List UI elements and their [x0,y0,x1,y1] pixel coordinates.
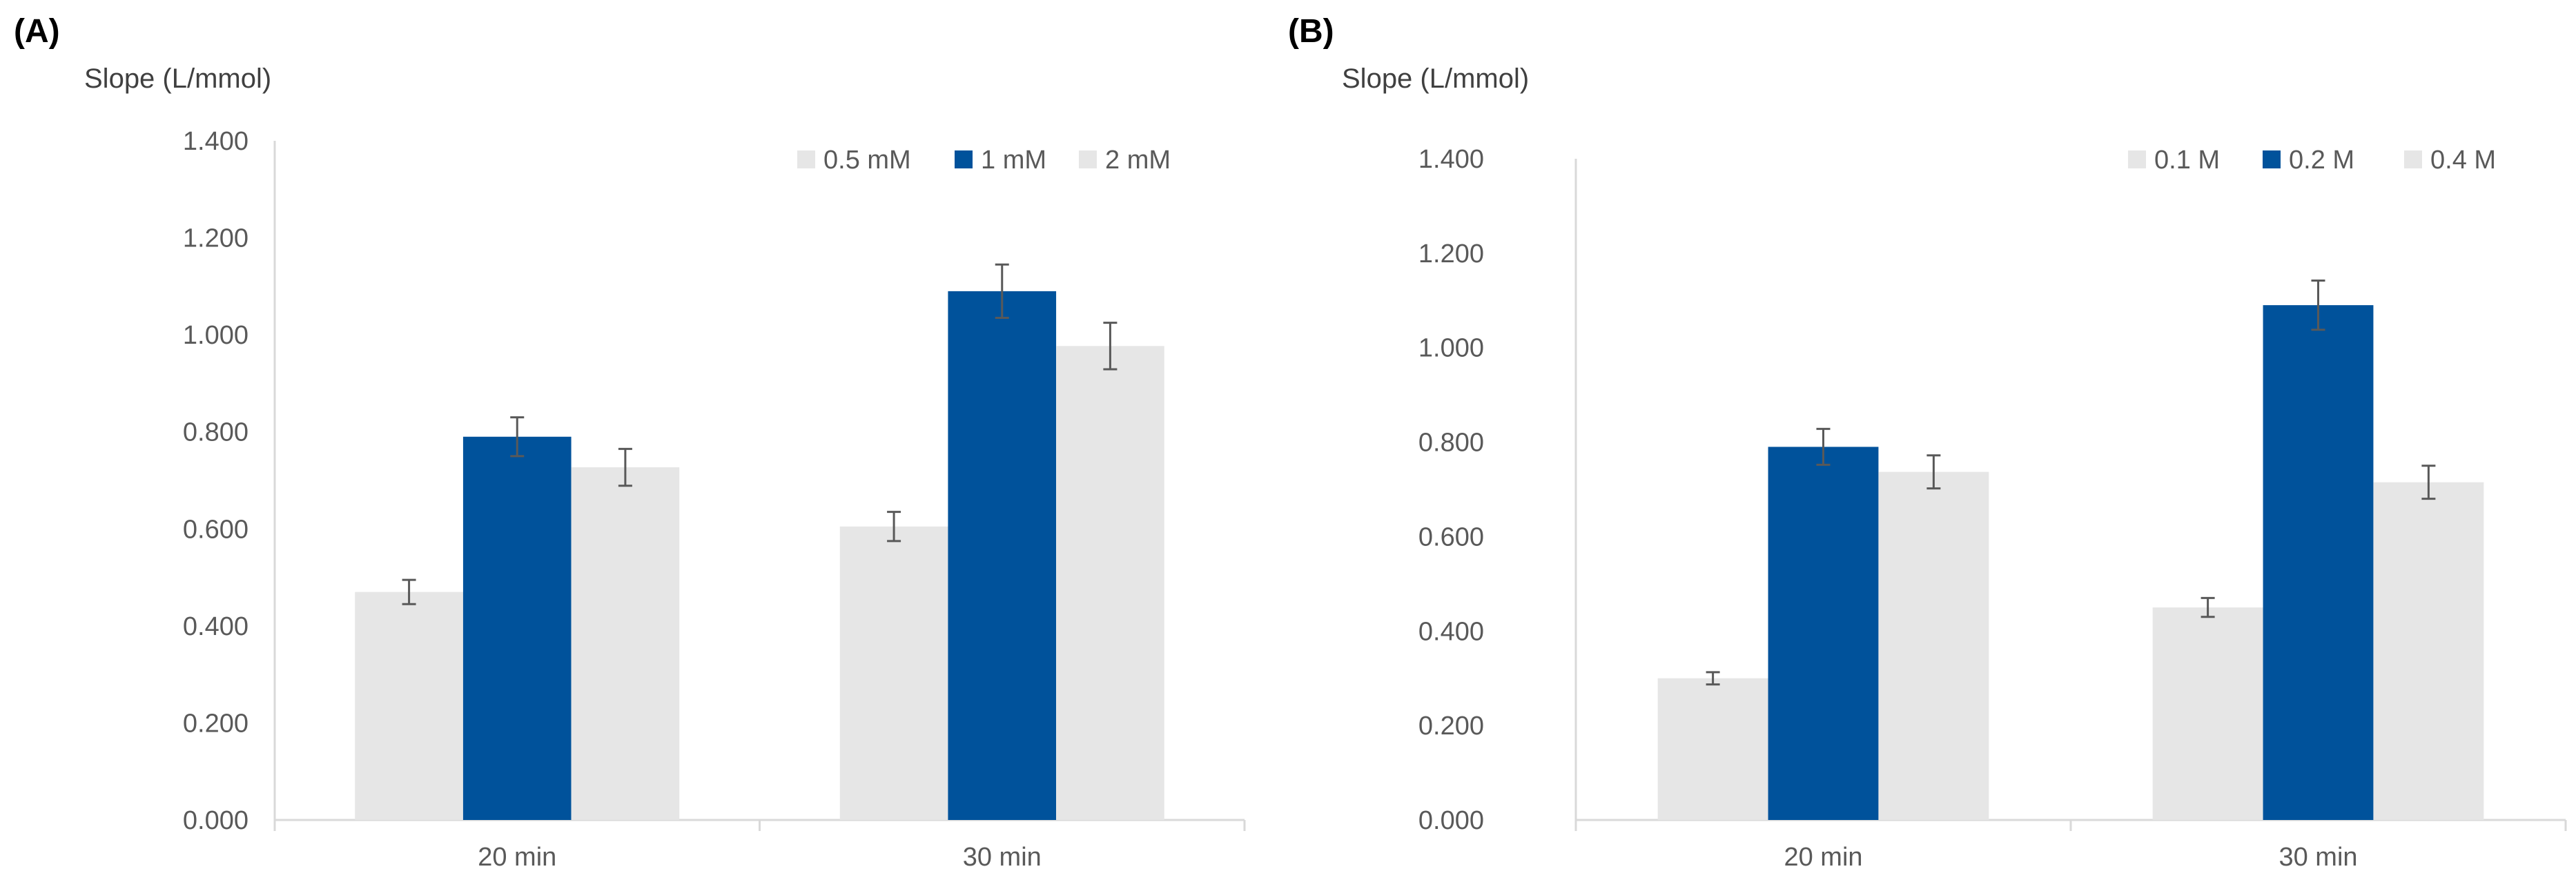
y-tick-label: 1.400 [1418,145,1484,174]
y-tick-label: 0.400 [183,612,248,641]
panel-label: (B) [1288,13,1334,50]
legend-label: 2 mM [1105,146,1171,175]
legend-swatch [2404,150,2422,168]
bar [462,436,572,820]
x-tick-label: 30 min [963,843,1042,872]
bar [1878,471,1989,820]
legend-label: 0.4 M [2430,146,2496,175]
y-axis-label: Slope (L/mmol) [1342,63,1530,94]
bar [948,291,1057,820]
x-tick-label: 30 min [2279,843,2357,872]
legend-swatch [2263,150,2281,168]
legend-swatch [1079,150,1097,168]
bar [2263,305,2374,821]
y-tick-label: 0.600 [183,515,248,544]
bar [1056,346,1164,820]
y-axis-label: Slope (L/mmol) [84,63,272,94]
x-tick-label: 20 min [1784,843,1862,872]
legend-swatch [797,150,815,168]
bar [571,467,680,820]
legend-swatch [2128,150,2146,168]
bar-chart-a: 0.000 0.200 0.400 0.600 0.800 1.000 1.200 1.400… [183,127,1246,872]
y-tick-label: 0.400 [1418,617,1484,646]
bar-chart-b: 0.000 0.200 0.400 0.600 0.800 1.000 1.200 1.400… [1418,145,2567,872]
bar [839,526,948,820]
y-tick-label: 1.000 [183,321,248,350]
bar [355,592,463,820]
bar [1768,447,1879,820]
legend-label: 1 mM [981,146,1046,175]
y-tick-label: 1.200 [183,224,248,253]
bar [1657,678,1768,820]
y-tick-label: 1.400 [183,127,248,156]
y-tick-label: 0.800 [183,418,248,447]
y-tick-label: 0.200 [183,709,248,738]
y-tick-label: 0.800 [1418,429,1484,458]
y-tick-label: 0.600 [1418,522,1484,551]
chart-panel-a: (A) Slope (L/mmol) 0.000 0.200 0.400 0.600 0… [14,13,1246,872]
legend-label: 0.5 mM [823,146,911,175]
bar [2373,482,2484,820]
legend-swatch [955,150,973,168]
chart-panel-b: (B) Slope (L/mmol) 0.000 0.200 0.400 0.600 0… [1288,0,2576,889]
legend-label: 0.2 M [2289,146,2354,175]
bar [2152,607,2263,820]
panel-label: (A) [14,13,60,50]
y-tick-label: 1.200 [1418,240,1484,268]
legend-label: 0.1 M [2154,146,2220,175]
x-tick-label: 20 min [478,843,556,872]
y-tick-label: 0.000 [1418,806,1484,835]
y-tick-label: 1.000 [1418,334,1484,363]
y-tick-label: 0.000 [183,806,248,835]
y-tick-label: 0.200 [1418,712,1484,741]
